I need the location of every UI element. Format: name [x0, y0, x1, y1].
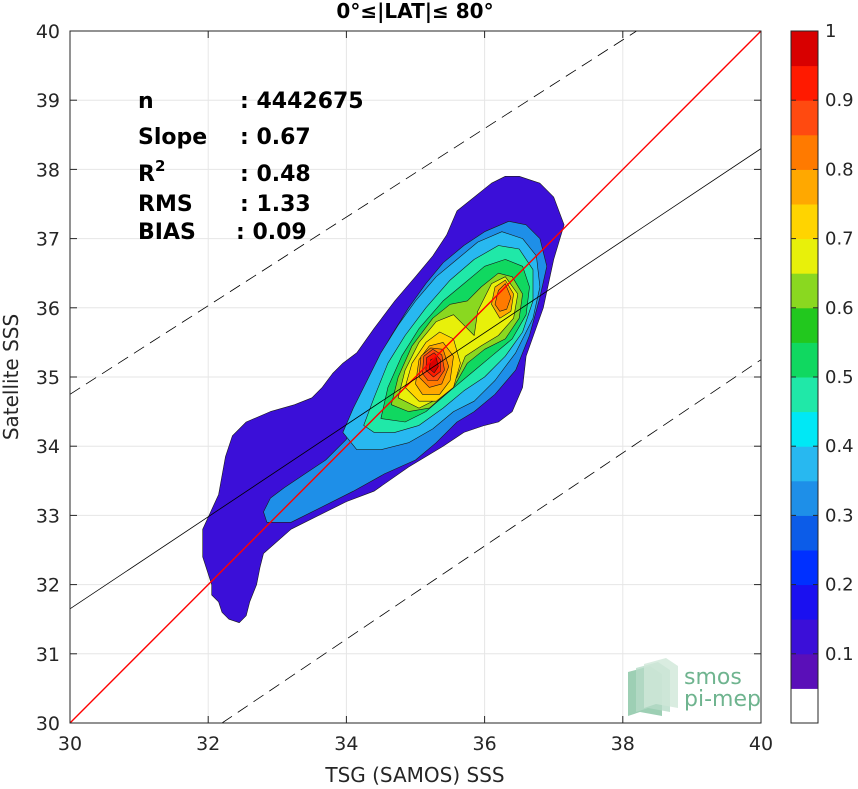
colorbar-segment	[791, 515, 818, 551]
y-axis-label: Satellite SSS	[0, 314, 23, 440]
contour-level-0.8	[494, 283, 512, 312]
upper-bound-line	[70, 31, 637, 395]
colorbar-segment	[791, 134, 818, 170]
reference-lines	[70, 31, 761, 723]
y-tick-label: 33	[36, 505, 60, 527]
colorbar-segment	[791, 550, 818, 586]
stat-value: : 4442675	[240, 89, 364, 114]
stat-label: BIAS	[138, 220, 196, 245]
x-axis-label: TSG (SAMOS) SSS	[324, 763, 504, 787]
y-tick-label: 39	[36, 90, 60, 112]
colorbar-segment	[791, 342, 818, 378]
x-axis: 30 32 34 36 38 40	[58, 31, 773, 755]
chart-title: 0°≤|LAT|≤ 80°	[336, 0, 493, 23]
identity-line	[70, 31, 761, 723]
stat-label: R2	[138, 157, 165, 187]
x-tick-label: 36	[473, 733, 497, 755]
colorbar-tick-label: 0.5	[825, 367, 854, 388]
y-tick-label: 40	[36, 21, 60, 43]
colorbar-segment	[791, 238, 818, 274]
colorbar-segment	[791, 169, 818, 205]
stat-value: : 0.67	[240, 125, 311, 150]
colorbar-segment	[791, 619, 818, 655]
stat-label: RMS	[138, 192, 193, 217]
colorbar-segment	[791, 377, 818, 413]
colorbar-segment	[791, 584, 818, 620]
stat-label: n	[138, 89, 154, 114]
y-tick-label: 32	[36, 575, 60, 597]
logo-text-pi-mep: pi-mep	[684, 687, 761, 712]
colorbar-tick-label: 0.7	[825, 229, 854, 250]
x-tick-label: 30	[58, 733, 82, 755]
colorbar-segment	[791, 688, 818, 724]
y-tick-label: 37	[36, 229, 60, 251]
colorbar-tick-label: 0.3	[825, 505, 854, 526]
colorbar-segment	[791, 446, 818, 482]
regression-line	[70, 148, 761, 610]
colorbar-tick-label: 0.6	[825, 298, 854, 319]
x-tick-label: 34	[334, 733, 358, 755]
colorbar-tick-label: 0.1	[825, 644, 854, 665]
x-tick-label: 38	[611, 733, 635, 755]
logo-text-smos: smos	[684, 665, 742, 690]
y-tick-label: 34	[36, 436, 60, 458]
colorbar-tick-label: 0.2	[825, 575, 854, 596]
colorbar-segment	[791, 100, 818, 136]
colorbar-segment	[791, 65, 818, 101]
stat-label: Slope	[138, 125, 207, 150]
colorbar-segment	[791, 31, 818, 67]
colorbar-segment	[791, 273, 818, 309]
stats-box: n : 4442675 Slope : 0.67 R2 : 0.48 RMS : 1.33 BI…	[138, 89, 364, 245]
x-tick-label: 32	[196, 733, 220, 755]
y-tick-label: 38	[36, 159, 60, 181]
y-tick-label: 36	[36, 298, 60, 320]
colorbar-segment	[791, 411, 818, 447]
colorbar-tick-label: 0.8	[825, 159, 854, 180]
stat-value: : 1.33	[240, 192, 311, 217]
lower-bound-line	[221, 359, 761, 723]
colorbar-tick-label: 0.9	[825, 90, 854, 111]
colorbar-segment	[791, 204, 818, 240]
y-tick-label: 31	[36, 644, 60, 666]
y-axis: 30 31 32 33 34 35 36 37 38 39 40	[36, 21, 761, 735]
stat-value: : 0.48	[240, 162, 311, 187]
colorbar-segment	[791, 480, 818, 516]
colorbar-segment	[791, 653, 818, 689]
smos-pi-mep-logo: smos pi-mep	[628, 658, 761, 716]
stat-value: : 0.09	[236, 220, 307, 245]
colorbar-tick-label: 0.4	[825, 436, 854, 457]
colorbar-segment	[791, 307, 818, 343]
x-tick-label: 40	[749, 733, 773, 755]
colorbar: 0.1 0.2 0.3 0.4 0.5 0.6 0.7 0.8 0.9 1	[790, 21, 854, 724]
colorbar-tick-label: 1	[825, 21, 836, 42]
y-tick-label: 30	[36, 713, 60, 735]
logo-mark-icon	[628, 658, 678, 716]
y-tick-label: 35	[36, 367, 60, 389]
